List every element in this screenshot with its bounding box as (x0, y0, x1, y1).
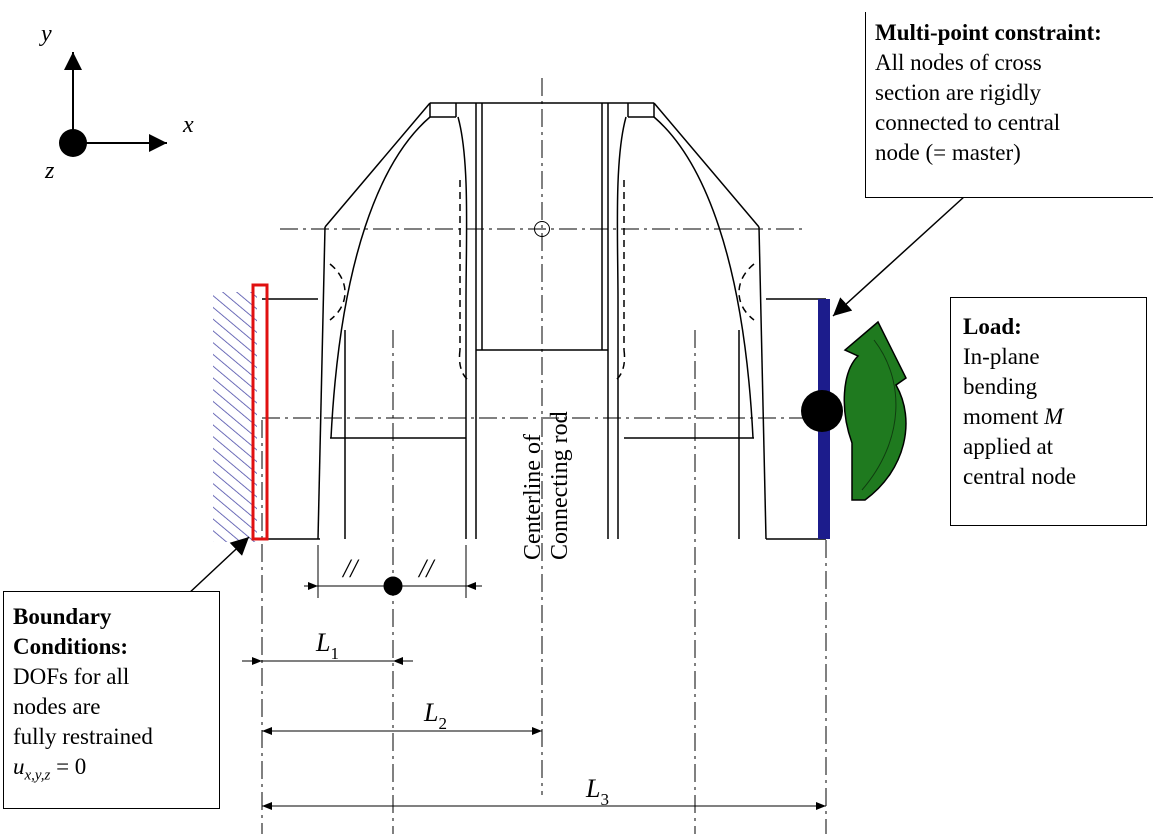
dim-mark-right: // (417, 554, 436, 583)
z-axis-label: z (44, 158, 55, 184)
hidden-lines (329, 180, 755, 381)
mpc-line-4: node (= master) (875, 140, 1021, 165)
mpc-title: Multi-point constraint: (875, 20, 1102, 45)
svg-text:L3: L3 (585, 774, 609, 809)
l2-label: L (423, 698, 438, 727)
mpc-leader-arrow (832, 195, 966, 317)
load-line-3: applied at (963, 434, 1054, 459)
svg-text:L1: L1 (315, 628, 339, 663)
bc-line-1: DOFs for all (13, 664, 130, 689)
bc-line-2: nodes are (13, 694, 101, 719)
load-callout-box: Load: In-plane bending moment M applied … (950, 297, 1147, 526)
fixed-support-hatch (213, 292, 257, 542)
mpc-callout-box: Multi-point constraint: All nodes of cro… (865, 12, 1153, 198)
mpc-line-2: section are rigidly (875, 80, 1042, 105)
center-mark-icon (534, 221, 550, 237)
l1-label: L (315, 628, 330, 657)
centerlines (261, 78, 830, 834)
load-title: Load: (963, 314, 1022, 339)
dimension-l3: L3 (262, 774, 826, 810)
l3-subscript: 3 (600, 790, 609, 809)
crankshaft-outline (262, 102, 826, 540)
centerline-label-line2: Connecting rod (547, 411, 573, 560)
bc-title-1: Boundary (13, 604, 112, 629)
boundary-face-rect (251, 283, 269, 541)
bending-moment-arrow-icon (843, 320, 907, 501)
bc-eq-sub: x,y,z (24, 767, 51, 784)
dimension-l2: L2 (262, 698, 542, 735)
load-line-1: In-plane (963, 344, 1040, 369)
bc-title-2: Conditions: (13, 634, 129, 659)
centerline-label-line1: Centerline of (520, 434, 546, 560)
l1-subscript: 1 (330, 644, 339, 663)
load-moment-text: moment (963, 404, 1045, 429)
centerline-label: Centerline of Connecting rod (520, 411, 573, 560)
bc-leader-arrow (186, 536, 250, 596)
bc-eq-var: u (13, 754, 25, 779)
l3-label: L (585, 774, 600, 803)
bc-equation: ux,y,z = 0 (13, 752, 219, 791)
mpc-line-1: All nodes of cross (875, 50, 1042, 75)
x-axis-label: x (182, 112, 194, 138)
y-axis-label: y (39, 21, 52, 47)
central-node-dot (801, 390, 843, 432)
load-line-2: bending (963, 374, 1038, 399)
dimension-l1: L1 (242, 628, 413, 665)
l2-subscript: 2 (438, 714, 447, 733)
z-axis-dot (59, 129, 87, 157)
svg-text:L2: L2 (423, 698, 447, 733)
pin-dimension (304, 545, 482, 598)
load-moment-line: moment M (963, 402, 1146, 432)
midpoint-dot (383, 576, 403, 596)
mpc-line-3: connected to central (875, 110, 1061, 135)
load-line-4: central node (963, 464, 1077, 489)
dim-mark-left: // (341, 554, 360, 583)
bc-eq-rest: = 0 (50, 754, 87, 779)
bc-callout-box: Boundary Conditions: DOFs for all nodes … (3, 591, 220, 809)
bc-line-3: fully restrained (13, 724, 153, 749)
coordinate-system: y x z (39, 21, 194, 184)
load-moment-symbol: M (1044, 404, 1064, 429)
